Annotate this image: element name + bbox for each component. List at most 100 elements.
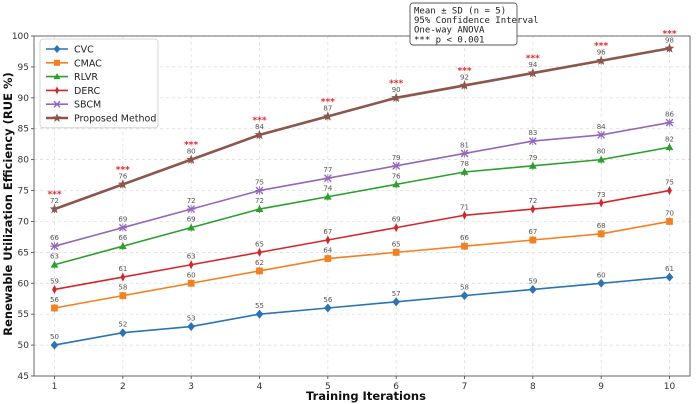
- data-label: 75: [665, 179, 674, 187]
- significance-marker: ***: [252, 116, 266, 126]
- data-label: 98: [665, 36, 674, 44]
- series-line: [54, 47, 670, 211]
- data-point-marker: [187, 223, 196, 231]
- data-point-marker: [460, 291, 469, 301]
- y-tick-label: 70: [18, 217, 30, 227]
- data-label: 66: [50, 234, 59, 242]
- data-label: 50: [50, 333, 59, 341]
- legend-item: RLVR: [46, 72, 98, 83]
- data-point-marker: [529, 236, 537, 244]
- data-label: 61: [665, 265, 674, 273]
- data-point-marker: [597, 230, 605, 238]
- data-label: 59: [528, 277, 537, 285]
- data-point-marker: [53, 100, 61, 108]
- data-point-marker: [255, 309, 264, 319]
- data-point-marker: [461, 242, 468, 250]
- x-tick-label: 10: [664, 382, 676, 392]
- data-point-marker: [391, 92, 402, 103]
- data-point-marker: [460, 168, 469, 175]
- data-label: 82: [665, 135, 674, 143]
- significance-markers: *** *** *** *** *** *** *** *** *** ***: [47, 29, 676, 200]
- data-label: 69: [187, 216, 196, 224]
- legend-box: [39, 38, 159, 129]
- y-tick-label: 85: [18, 125, 29, 135]
- data-point-marker: [117, 179, 128, 189]
- data-label: 53: [187, 315, 196, 323]
- data-label: 87: [323, 104, 332, 112]
- significance-marker: ***: [662, 29, 676, 39]
- data-label: 84: [255, 123, 264, 131]
- data-label: 63: [187, 253, 196, 261]
- data-labels: 50 52 53 55 56 57 58 59 60 61 56 58 60 62 64 65 66 67 68 70…: [50, 36, 674, 341]
- y-tick-label: 80: [18, 156, 30, 166]
- y-tick-label: 65: [18, 248, 29, 258]
- series-line: [54, 220, 670, 309]
- data-label: 57: [392, 290, 401, 298]
- x-tick-label: 1: [52, 382, 58, 392]
- series-rlvr: [50, 143, 674, 269]
- series-cmac: [51, 217, 673, 312]
- legend-item: DERC: [46, 86, 100, 97]
- series-sbcm: [50, 118, 674, 251]
- data-point-marker: [53, 73, 61, 80]
- data-point-marker: [118, 242, 127, 250]
- data-label: 79: [528, 154, 537, 162]
- data-label: 52: [118, 321, 127, 329]
- data-point-marker: [188, 260, 194, 270]
- data-label: 70: [665, 209, 674, 217]
- data-point-marker: [255, 205, 264, 212]
- data-label: 61: [118, 265, 127, 273]
- data-label: 60: [597, 271, 606, 279]
- legend: CVC CMAC RLVR DERC SBCM Proposed Method: [39, 38, 159, 129]
- data-label: 75: [255, 179, 264, 187]
- data-point-marker: [322, 111, 333, 121]
- data-point-marker: [254, 129, 265, 140]
- data-label: 66: [118, 234, 127, 242]
- data-point-marker: [665, 118, 674, 127]
- y-tick-label: 75: [18, 187, 29, 197]
- data-point-marker: [393, 223, 399, 233]
- data-label: 72: [528, 197, 537, 205]
- data-point-marker: [50, 260, 59, 268]
- data-label: 92: [460, 73, 469, 81]
- data-label: 65: [255, 240, 264, 248]
- data-point-marker: [50, 242, 59, 251]
- data-label: 80: [187, 148, 196, 156]
- data-point-marker: [665, 272, 674, 282]
- data-point-marker: [187, 279, 195, 287]
- data-point-marker: [55, 86, 59, 95]
- data-point-marker: [186, 205, 196, 213]
- x-tick-label: 9: [598, 382, 604, 392]
- data-label: 78: [460, 160, 469, 168]
- data-point-marker: [528, 285, 537, 294]
- x-tick-label: 6: [393, 382, 399, 392]
- y-tick-label: 50: [18, 341, 30, 351]
- data-label: 62: [255, 259, 264, 267]
- x-tick-label: 2: [120, 382, 126, 392]
- data-label: 56: [323, 296, 332, 304]
- data-point-marker: [323, 303, 332, 313]
- data-point-marker: [596, 55, 607, 65]
- data-point-marker: [324, 255, 332, 262]
- data-label: 79: [392, 154, 401, 162]
- significance-marker: ***: [594, 42, 608, 52]
- data-label: 71: [460, 203, 469, 211]
- data-point-marker: [54, 59, 60, 66]
- data-label: 72: [255, 197, 264, 205]
- data-point-marker: [460, 149, 469, 158]
- data-point-marker: [392, 297, 401, 307]
- data-point-marker: [323, 174, 333, 183]
- significance-marker: ***: [47, 190, 61, 200]
- stats-box-line: *** p < 0.001: [414, 35, 484, 45]
- data-label: 90: [392, 86, 401, 94]
- data-label: 96: [597, 49, 606, 57]
- data-point-marker: [257, 247, 262, 257]
- x-tick-label: 5: [325, 382, 331, 392]
- data-point-marker: [597, 278, 606, 288]
- significance-marker: ***: [321, 97, 335, 107]
- data-label: 66: [460, 234, 469, 242]
- legend-item: CMAC: [46, 58, 102, 69]
- data-label: 55: [255, 302, 264, 310]
